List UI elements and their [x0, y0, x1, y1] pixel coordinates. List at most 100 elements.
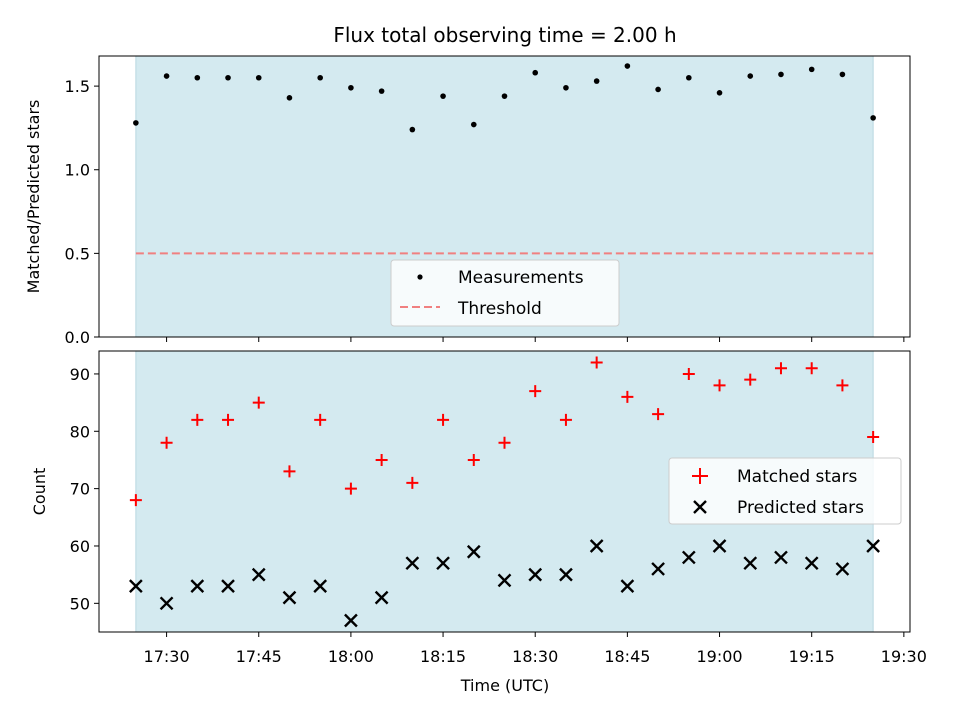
predicted-star-point — [681, 550, 696, 565]
measurement-point — [286, 95, 293, 101]
matched-star-point — [344, 482, 357, 495]
measurement-point — [563, 84, 569, 91]
matched-star-point — [222, 413, 235, 426]
ratio-axes-frame — [98, 55, 911, 338]
predicted-star-point — [313, 579, 328, 593]
legend-matched-label: Matched stars — [737, 467, 857, 487]
measurement-point — [501, 93, 508, 99]
counts-y-tick-label: 70 — [70, 480, 90, 499]
x-tick-label: 17:45 — [236, 647, 282, 666]
x-tick-label: 18:15 — [420, 647, 466, 666]
predicted-star-point — [651, 562, 665, 576]
counts-y-tick-label: 60 — [70, 537, 90, 556]
ratio-y-tick-label: 0.0 — [65, 328, 90, 347]
measurement-point — [470, 121, 477, 128]
predicted-star-point — [835, 562, 850, 576]
measurement-point — [532, 69, 539, 76]
x-tick-label: 19:15 — [789, 647, 835, 666]
matched-star-point — [191, 413, 204, 426]
measurement-point — [716, 89, 723, 96]
counts-x-ticks: 17:30 17:45 18:00 18:15 18:30 18:45 19:00 19:15… — [144, 632, 927, 666]
predicted-star-point — [774, 550, 788, 565]
predicted-star-point — [344, 613, 358, 628]
matched-star-point — [467, 453, 480, 466]
predicted-star-point — [804, 556, 819, 571]
matched-star-point — [590, 356, 603, 369]
measurement-point — [225, 74, 231, 81]
measurement-point — [808, 66, 815, 73]
ratio-markers — [133, 63, 876, 133]
predicted-star-point — [620, 579, 635, 593]
matched-star-point — [867, 431, 880, 444]
matched-star-point — [621, 390, 634, 403]
measurement-point — [255, 74, 262, 81]
predicted-star-point — [405, 556, 420, 571]
measurement-point — [655, 86, 661, 93]
matched-star-point — [682, 367, 695, 380]
measurement-point — [778, 71, 784, 78]
predicted-star-point — [866, 539, 880, 553]
matched-star-point — [283, 465, 296, 478]
x-tick-label: 18:45 — [604, 647, 650, 666]
matched-star-point — [713, 379, 726, 392]
matched-star-point — [805, 362, 818, 375]
matched-star-point — [652, 408, 665, 421]
matched-star-point — [529, 385, 542, 398]
matched-star-point — [252, 396, 265, 409]
legend-matched-marker — [692, 468, 708, 484]
matched-star-point — [774, 362, 787, 375]
measurement-point — [440, 93, 446, 99]
measurement-point — [870, 115, 876, 121]
predicted-star-point — [497, 573, 512, 588]
x-tick-label: 19:00 — [696, 647, 742, 666]
x-tick-label: 18:30 — [512, 647, 558, 666]
counts-markers — [129, 356, 880, 628]
ratio-y-ticks: 0.0 0.5 1.0 1.5 — [65, 77, 99, 347]
predicted-star-point — [743, 556, 758, 571]
counts-y-tick-label: 50 — [70, 594, 90, 613]
measurement-point — [348, 84, 354, 91]
ratio-panel: 0.0 0.5 1.0 1.5 Matched/Predicted stars Mea… — [24, 55, 911, 347]
matched-star-point — [498, 436, 511, 449]
measurement-point — [839, 71, 846, 78]
predicted-star-point — [190, 579, 205, 593]
predicted-star-point — [374, 590, 389, 605]
predicted-star-point — [589, 539, 604, 553]
matched-star-point — [559, 413, 572, 426]
counts-legend: Matched stars Predicted stars — [668, 457, 902, 525]
legend-threshold-label: Threshold — [457, 299, 542, 319]
matched-star-point — [314, 413, 327, 426]
measurement-point — [133, 120, 139, 126]
counts-y-axis-label: Count — [30, 468, 49, 516]
predicted-star-point — [559, 567, 573, 582]
predicted-star-point — [712, 539, 727, 553]
x-axis-label: Time (UTC) — [460, 676, 549, 695]
measurement-point — [163, 73, 170, 79]
measurement-point — [378, 88, 385, 94]
x-tick-label: 19:30 — [881, 647, 927, 666]
legend-predicted-label: Predicted stars — [737, 498, 864, 518]
counts-y-tick-label: 90 — [70, 365, 90, 384]
matched-star-point — [437, 413, 450, 426]
matched-star-point — [744, 373, 757, 386]
counts-y-ticks: 50 60 70 80 90 — [70, 365, 99, 613]
legend-measurements-marker — [417, 274, 423, 280]
matched-star-point — [129, 494, 142, 507]
x-tick-label: 18:00 — [328, 647, 374, 666]
legend-predicted-marker — [693, 500, 707, 514]
ratio-x-ticks — [166, 337, 905, 342]
predicted-star-point — [436, 556, 450, 571]
x-tick-label: 17:30 — [144, 647, 190, 666]
measurement-point — [593, 78, 600, 84]
counts-panel: 50 60 70 80 90 17:30 17:45 18:00 18:15 18:30 18:4… — [30, 350, 927, 695]
predicted-star-point — [129, 579, 143, 593]
predicted-star-point — [221, 579, 235, 593]
ratio-legend-box — [390, 259, 620, 327]
measurement-point — [686, 74, 692, 81]
ratio-y-tick-label: 1.5 — [65, 77, 90, 96]
predicted-star-point — [528, 567, 543, 582]
measurement-point — [409, 126, 416, 133]
measurement-point — [624, 63, 631, 69]
ratio-y-axis-label: Matched/Predicted stars — [24, 100, 43, 294]
